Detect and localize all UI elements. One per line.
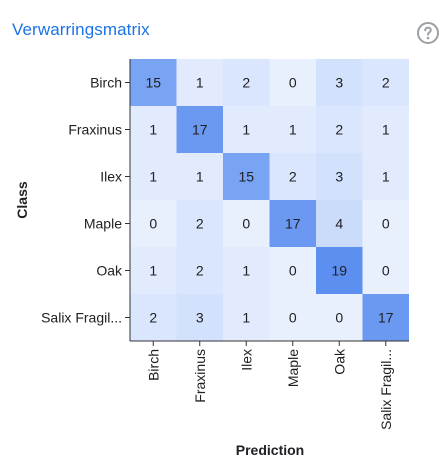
cell-value-label: 1: [382, 169, 390, 185]
cell-value-label: 0: [335, 310, 343, 326]
matrix-cell: [130, 200, 177, 247]
cell-value-label: 17: [285, 216, 301, 232]
x-tick-label: Oak: [331, 348, 347, 375]
cell-value-label: 0: [382, 216, 390, 232]
matrix-cell: [176, 200, 223, 247]
cell-value-label: 1: [242, 122, 250, 138]
cell-value-label: 17: [378, 310, 394, 326]
cell-value-label: 1: [289, 122, 297, 138]
x-tick-label: Ilex: [238, 349, 254, 371]
y-axis-title: Class: [14, 181, 30, 219]
matrix-cell: [223, 59, 270, 106]
panel-title: Verwarringsmatrix: [12, 20, 150, 39]
matrix-cell: [316, 106, 363, 153]
cell-value-label: 2: [335, 122, 343, 138]
cell-value-label: 0: [149, 216, 157, 232]
matrix-cell: [223, 106, 270, 153]
matrix-cell: [269, 247, 316, 294]
cell-value-label: 3: [335, 169, 343, 185]
matrix-cell: [176, 59, 223, 106]
cell-value-label: 15: [238, 169, 254, 185]
matrix-cell: [269, 294, 316, 341]
x-tick-label: Birch: [145, 349, 161, 381]
y-tick-label: Ilex: [100, 169, 122, 185]
x-axis-title: Prediction: [236, 442, 304, 458]
matrix-cell: [223, 247, 270, 294]
matrix-cell: [316, 294, 363, 341]
matrix-cell: [223, 153, 270, 200]
matrix-cell: [316, 153, 363, 200]
y-tick-label: Salix Fragil...: [41, 310, 122, 326]
x-tick-label: Fraxinus: [192, 349, 208, 403]
cell-value-label: 2: [289, 169, 297, 185]
cell-value-label: 15: [145, 75, 161, 91]
matrix-cell: [362, 294, 409, 341]
matrix-cell: [130, 247, 177, 294]
matrix-cell: [316, 59, 363, 106]
matrix-cell: [130, 106, 177, 153]
matrix-cell: [269, 200, 316, 247]
y-tick-label: Fraxinus: [68, 122, 122, 138]
cell-value-label: 1: [242, 263, 250, 279]
matrix-cell: [269, 59, 316, 106]
cell-value-label: 2: [382, 75, 390, 91]
matrix-cell: [362, 247, 409, 294]
cell-value-label: 0: [382, 263, 390, 279]
matrix-cell: [130, 59, 177, 106]
matrix-cell: [130, 294, 177, 341]
cell-value-label: 2: [149, 310, 157, 326]
matrix-cell: [269, 153, 316, 200]
cell-value-label: 1: [149, 263, 157, 279]
y-tick-label: Birch: [90, 75, 122, 91]
matrix-cell: [316, 200, 363, 247]
matrix-cell: [176, 153, 223, 200]
y-tick-label: Oak: [96, 263, 123, 279]
cell-value-label: 1: [382, 122, 390, 138]
y-tick-label: Maple: [84, 216, 122, 232]
matrix-cell: [362, 153, 409, 200]
x-tick-label: Maple: [285, 349, 301, 387]
cell-value-label: 19: [331, 263, 347, 279]
matrix-cell: [362, 200, 409, 247]
cell-value-label: 4: [335, 216, 343, 232]
cell-value-label: 1: [242, 310, 250, 326]
matrix-cell: [223, 294, 270, 341]
cell-value-label: 0: [242, 216, 250, 232]
cell-value-label: 1: [196, 169, 204, 185]
help-circle-icon[interactable]: [416, 21, 440, 45]
matrix-cell: [362, 106, 409, 153]
matrix-cell: [223, 200, 270, 247]
cell-value-label: 0: [289, 75, 297, 91]
cell-value-label: 0: [289, 263, 297, 279]
matrix-cell: [362, 59, 409, 106]
matrix-cell: [130, 153, 177, 200]
cell-value-label: 2: [242, 75, 250, 91]
cell-value-label: 3: [196, 310, 204, 326]
matrix-cell: [176, 106, 223, 153]
matrix-cell: [269, 106, 316, 153]
cell-value-label: 2: [196, 263, 204, 279]
cell-value-label: 3: [335, 75, 343, 91]
cell-value-label: 0: [289, 310, 297, 326]
cell-value-label: 1: [149, 169, 157, 185]
cell-value-label: 1: [196, 75, 204, 91]
cell-value-label: 1: [149, 122, 157, 138]
cell-value-label: 2: [196, 216, 204, 232]
matrix-cell: [176, 247, 223, 294]
matrix-cell: [176, 294, 223, 341]
x-tick-label: Salix Fragil...: [378, 349, 394, 430]
cell-value-label: 17: [192, 122, 208, 138]
matrix-cell: [316, 247, 363, 294]
